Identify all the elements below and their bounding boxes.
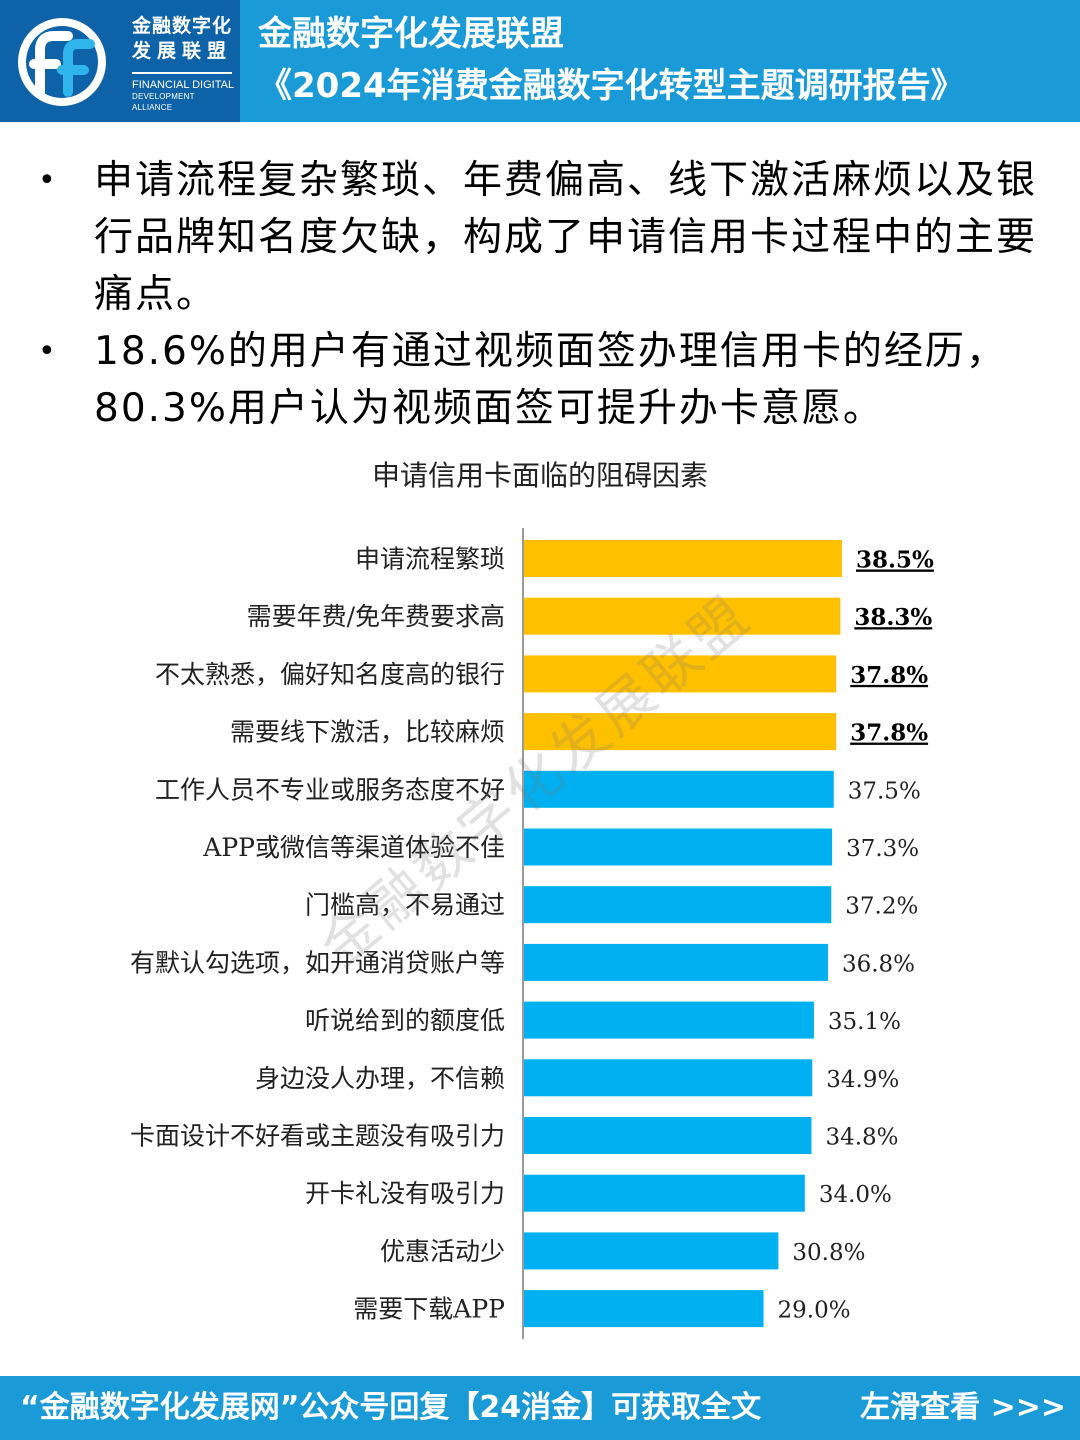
category-label: 需要年费/免年费要求高 (247, 602, 505, 631)
value-label: 38.3% (854, 604, 932, 631)
category-label: 身边没人办理，不信赖 (255, 1064, 505, 1093)
category-label: 申请流程繁琐 (355, 545, 505, 574)
logo-divider (132, 72, 232, 74)
alliance-logo-icon (18, 18, 106, 106)
logo-en-line2: DEVELOPMENT ALLIANCE (132, 92, 195, 112)
bar (524, 1174, 805, 1212)
bar (524, 828, 833, 866)
category-label: 需要线下激活，比较麻烦 (230, 718, 505, 747)
bar (524, 886, 832, 924)
category-label: 听说给到的额度低 (305, 1006, 505, 1035)
footer-banner: “金融数字化发展网”公众号回复【24消金】可获取全文 左滑查看 >>> (0, 1376, 1080, 1440)
bar (524, 1059, 813, 1097)
value-label: 36.8% (842, 951, 915, 977)
category-label: APP或微信等渠道体验不佳 (202, 833, 505, 862)
bar (524, 943, 828, 981)
swipe-hint[interactable]: 左滑查看 >>> (860, 1390, 1066, 1425)
value-label: 30.8% (792, 1240, 865, 1266)
logo-cn-line1: 金融数字化 (132, 15, 233, 37)
logo: 金融数字化 发展联盟 FINANCIAL DIGITAL DEVELOPMENT… (0, 0, 240, 122)
value-label: 34.9% (826, 1067, 899, 1093)
header-title: 金融数字化发展联盟 (258, 14, 564, 54)
bullet-text: 18.6%的用户有通过视频面签办理信用卡的经历，80.3%用户认为视频面签可提升… (94, 329, 1007, 431)
bullet-text: 申请流程复杂繁琐、年费偏高、线下激活麻烦以及银行品牌知名度欠缺，构成了申请信用卡… (94, 158, 1038, 317)
bar (524, 655, 837, 693)
value-label: 37.2% (845, 894, 918, 920)
category-label: 需要下载APP (353, 1295, 505, 1324)
value-label: 37.8% (850, 720, 928, 747)
logo-cn-line2: 发展联盟 (132, 40, 233, 62)
category-label: 优惠活动少 (380, 1237, 505, 1266)
category-label: 卡面设计不好看或主题没有吸引力 (130, 1122, 505, 1151)
bar (524, 540, 842, 577)
summary-bullets: • 申请流程复杂繁琐、年费偏高、线下激活麻烦以及银行品牌知名度欠缺，构成了申请信… (38, 152, 1058, 437)
bar (524, 770, 834, 808)
value-label: 38.5% (856, 547, 934, 574)
footer-cta-text: “金融数字化发展网”公众号回复【24消金】可获取全文 (20, 1390, 762, 1425)
category-label: 工作人员不专业或服务态度不好 (155, 775, 505, 804)
category-label: 有默认勾选项，如开通消贷账户等 (130, 948, 505, 977)
bullet-item: • 申请流程复杂繁琐、年费偏高、线下激活麻烦以及银行品牌知名度欠缺，构成了申请信… (38, 152, 1058, 323)
value-label: 35.1% (828, 1009, 901, 1035)
logo-text-cn: 金融数字化 发展联盟 (132, 14, 232, 64)
header-subtitle: 《2024年消费金融数字化转型主题调研报告》 (258, 66, 965, 106)
bar (524, 1290, 764, 1328)
bar (524, 597, 841, 635)
bar (524, 1117, 812, 1154)
bar (524, 1001, 814, 1039)
bar (524, 713, 837, 751)
bullet-item: • 18.6%的用户有通过视频面签办理信用卡的经历，80.3%用户认为视频面签可… (38, 323, 1058, 437)
value-label: 29.0% (778, 1298, 851, 1324)
category-label: 不太熟悉，偏好知名度高的银行 (155, 660, 505, 689)
value-label: 37.3% (846, 836, 919, 862)
logo-en-line1: FINANCIAL DIGITAL (132, 79, 235, 91)
logo-text-en: FINANCIAL DIGITAL DEVELOPMENT ALLIANCE (132, 80, 236, 113)
chart-title: 申请信用卡面临的阻碍因素 (371, 459, 708, 492)
category-label: 门槛高，不易通过 (305, 891, 505, 920)
value-label: 34.8% (825, 1125, 898, 1151)
value-label: 34.0% (819, 1182, 892, 1208)
bar-chart: 申请流程繁琐 38.5% 需要年费/免年费要求高 38.3% 不太熟悉，偏好知名度高的银… (130, 528, 934, 1340)
bullet-dot-icon: • (38, 163, 58, 198)
value-label: 37.8% (850, 662, 928, 689)
bar (524, 1232, 779, 1270)
value-label: 37.5% (848, 778, 921, 804)
category-label: 开卡礼没有吸引力 (305, 1179, 505, 1208)
header-banner: 金融数字化 发展联盟 FINANCIAL DIGITAL DEVELOPMENT… (0, 0, 1080, 122)
bullet-dot-icon: • (38, 334, 58, 369)
